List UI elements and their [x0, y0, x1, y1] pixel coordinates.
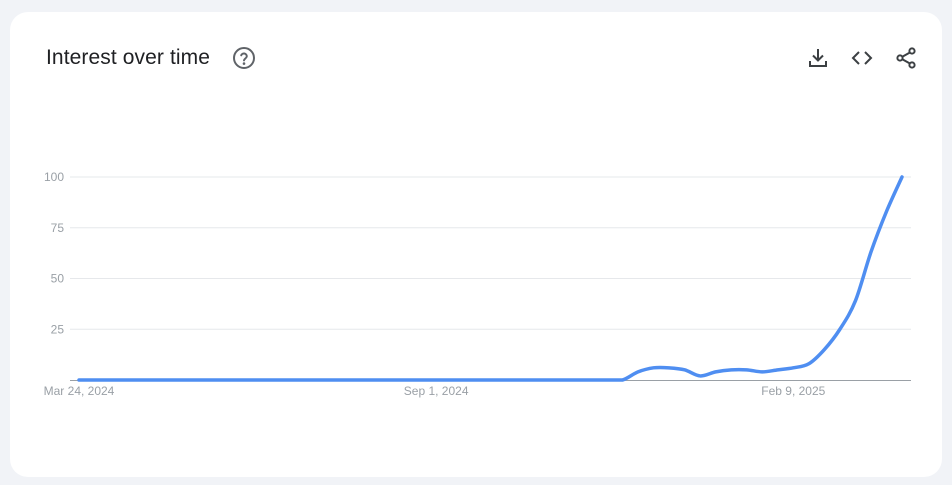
data-point[interactable]	[309, 377, 315, 383]
data-point[interactable]	[387, 377, 393, 383]
data-point[interactable]	[666, 365, 672, 371]
download-icon[interactable]	[806, 46, 830, 70]
data-point[interactable]	[713, 369, 719, 375]
data-point[interactable]	[837, 326, 843, 332]
chart-title: Interest over time	[46, 46, 211, 69]
data-point[interactable]	[371, 377, 377, 383]
data-point[interactable]	[651, 365, 657, 371]
data-point[interactable]	[185, 377, 191, 383]
x-tick-label: Sep 1, 2024	[404, 384, 469, 398]
data-point[interactable]	[775, 367, 781, 373]
data-point[interactable]	[76, 377, 82, 383]
x-tick-label: Feb 9, 2025	[761, 384, 825, 398]
data-point[interactable]	[619, 377, 625, 383]
data-point[interactable]	[154, 377, 160, 383]
data-point[interactable]	[464, 377, 470, 383]
data-point[interactable]	[324, 377, 330, 383]
data-point[interactable]	[402, 377, 408, 383]
data-point[interactable]	[247, 377, 253, 383]
data-point[interactable]	[262, 377, 268, 383]
data-point[interactable]	[744, 367, 750, 373]
help-circle-icon[interactable]	[232, 46, 256, 70]
data-point[interactable]	[216, 377, 222, 383]
data-point[interactable]	[418, 377, 424, 383]
data-point[interactable]	[123, 377, 129, 383]
x-tick-label: Mar 24, 2024	[44, 384, 115, 398]
y-tick-label: 75	[51, 221, 65, 235]
data-point[interactable]	[107, 377, 113, 383]
data-point[interactable]	[790, 365, 796, 371]
data-point[interactable]	[340, 377, 346, 383]
data-point[interactable]	[495, 377, 501, 383]
data-point[interactable]	[557, 377, 563, 383]
data-point[interactable]	[697, 373, 703, 379]
data-point[interactable]	[511, 377, 517, 383]
data-point[interactable]	[868, 249, 874, 255]
data-point[interactable]	[899, 174, 905, 180]
data-point[interactable]	[682, 367, 688, 373]
data-point[interactable]	[200, 377, 206, 383]
data-point[interactable]	[759, 369, 765, 375]
data-point[interactable]	[806, 361, 812, 367]
data-point[interactable]	[278, 377, 284, 383]
chart-actions	[806, 46, 918, 70]
data-point[interactable]	[138, 377, 144, 383]
data-point[interactable]	[356, 377, 362, 383]
data-point[interactable]	[542, 377, 548, 383]
data-point[interactable]	[231, 377, 237, 383]
data-point[interactable]	[92, 377, 98, 383]
data-point[interactable]	[604, 377, 610, 383]
data-point[interactable]	[821, 347, 827, 353]
data-point[interactable]	[293, 377, 299, 383]
share-icon[interactable]	[894, 46, 918, 70]
code-embed-icon[interactable]	[850, 46, 874, 70]
data-point[interactable]	[635, 369, 641, 375]
data-point[interactable]	[169, 377, 175, 383]
y-tick-label: 50	[51, 272, 65, 286]
data-point[interactable]	[883, 209, 889, 215]
data-point[interactable]	[449, 377, 455, 383]
data-point[interactable]	[433, 377, 439, 383]
data-point[interactable]	[852, 298, 858, 304]
series-line[interactable]	[77, 175, 904, 382]
data-point[interactable]	[573, 377, 579, 383]
data-point[interactable]	[728, 367, 734, 373]
interest-over-time-card: Interest over time	[10, 12, 942, 477]
data-point[interactable]	[526, 377, 532, 383]
data-point[interactable]	[588, 377, 594, 383]
data-point[interactable]	[480, 377, 486, 383]
y-tick-label: 25	[51, 322, 65, 336]
y-tick-label: 100	[44, 170, 64, 184]
